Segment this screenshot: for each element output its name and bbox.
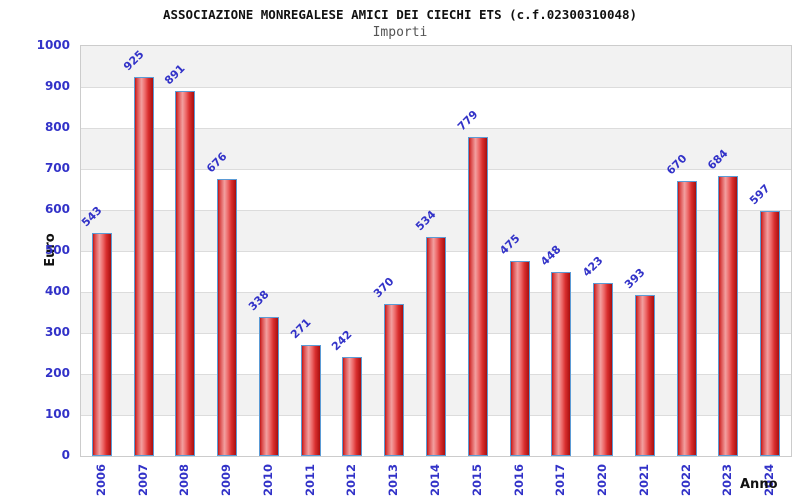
plot-band bbox=[81, 46, 791, 87]
gridline bbox=[81, 169, 791, 170]
x-tick-label: 2012 bbox=[344, 464, 359, 497]
x-tick-label: 2006 bbox=[93, 464, 108, 497]
bar bbox=[593, 282, 614, 456]
bar bbox=[426, 237, 446, 456]
plot-band bbox=[81, 128, 791, 169]
bar bbox=[300, 344, 321, 456]
bar bbox=[217, 178, 238, 456]
bar bbox=[718, 175, 739, 456]
x-tick-label: 2022 bbox=[678, 464, 693, 497]
y-tick-label: 0 bbox=[61, 448, 70, 462]
y-tick-label: 800 bbox=[44, 120, 70, 134]
bar bbox=[467, 136, 488, 456]
y-tick-label: 900 bbox=[44, 79, 70, 93]
y-tick-label: 400 bbox=[44, 284, 70, 298]
plot-area: 543 925 891 676 338 271 242 370 534 779 475 448 423 3… bbox=[79, 45, 792, 457]
y-tick-label: 300 bbox=[44, 325, 70, 339]
bar bbox=[258, 317, 279, 456]
bar bbox=[133, 76, 154, 456]
chart-title: ASSOCIAZIONE MONREGALESE AMICI DEI CIECH… bbox=[162, 7, 638, 22]
bar bbox=[175, 90, 196, 456]
bar-value-label: 393 bbox=[621, 265, 648, 292]
x-tick-label: 2021 bbox=[636, 464, 651, 497]
x-tick-label: 2015 bbox=[469, 464, 484, 497]
x-tick-label: 2011 bbox=[302, 464, 317, 497]
x-tick-label: 2016 bbox=[511, 464, 526, 497]
y-tick-label: 200 bbox=[44, 366, 70, 380]
x-tick-label: 2014 bbox=[428, 464, 442, 497]
x-tick-label: 2017 bbox=[553, 464, 568, 497]
bar bbox=[509, 261, 530, 456]
x-tick-label: 2023 bbox=[720, 464, 735, 497]
gridline bbox=[81, 87, 791, 88]
y-tick-label: 500 bbox=[44, 243, 70, 257]
bar bbox=[551, 272, 572, 456]
x-tick-label: 2013 bbox=[386, 464, 401, 497]
y-tick-label: 100 bbox=[44, 407, 70, 421]
y-tick-label: 700 bbox=[44, 161, 70, 175]
bar bbox=[760, 211, 781, 456]
bar-value-label: 597 bbox=[747, 182, 773, 208]
x-tick-label: 2008 bbox=[177, 464, 192, 497]
x-tick-label: 2020 bbox=[595, 464, 610, 497]
gridline bbox=[81, 128, 791, 129]
bar-value-label: 423 bbox=[580, 253, 606, 279]
y-tick-label: 600 bbox=[44, 202, 70, 216]
chart-subtitle: Importi bbox=[372, 25, 428, 40]
y-tick-label: 1000 bbox=[36, 38, 70, 52]
gridline bbox=[81, 210, 791, 211]
bar bbox=[384, 304, 405, 456]
bar bbox=[676, 181, 697, 456]
bar bbox=[342, 356, 363, 456]
x-tick-label: 2010 bbox=[260, 464, 275, 497]
x-axis-title: Anno bbox=[740, 477, 778, 492]
bar bbox=[634, 294, 655, 456]
x-tick-label: 2009 bbox=[219, 464, 234, 497]
bar bbox=[91, 233, 112, 456]
x-tick-label: 2007 bbox=[135, 464, 150, 497]
